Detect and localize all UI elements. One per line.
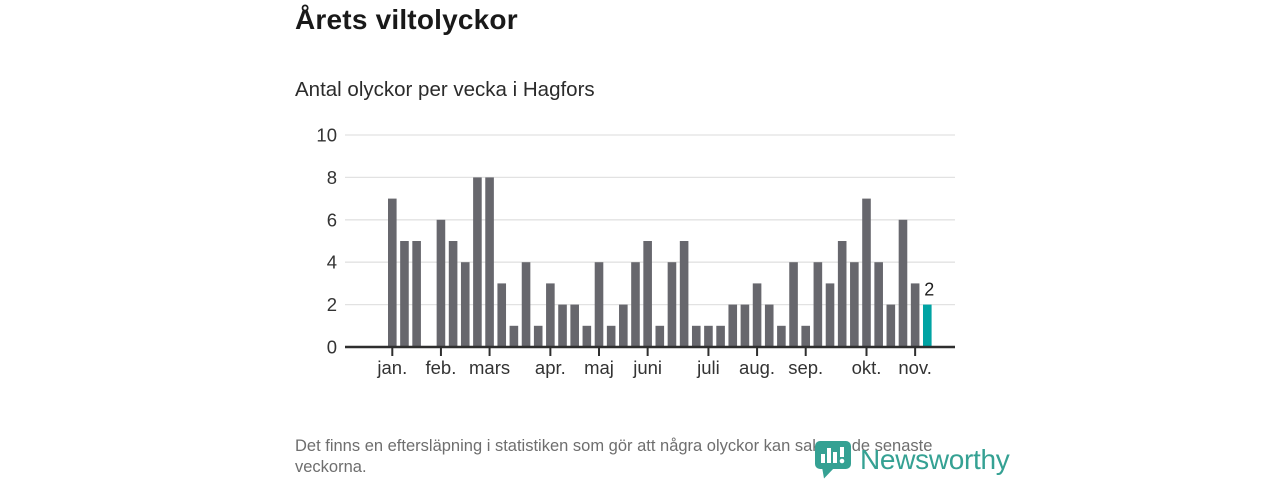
bar-week-9-value-8	[485, 177, 494, 347]
x-axis-label-juli: juli	[696, 357, 720, 378]
bar-week-35-value-1	[801, 325, 811, 347]
bar-week-25-value-5	[679, 241, 689, 347]
bar-week-24-value-4	[667, 262, 677, 347]
x-axis-label-nov.: nov.	[898, 357, 932, 378]
bar-week-36-value-4	[813, 262, 823, 347]
x-axis-label-feb.: feb.	[426, 357, 457, 378]
bar-week-2-value-5	[400, 241, 409, 347]
x-axis-label-sep.: sep.	[788, 357, 823, 378]
chart-title: Årets viltolyckor	[295, 4, 518, 35]
bar-week-13-value-1	[533, 325, 543, 347]
x-axis-label-okt.: okt.	[852, 357, 882, 378]
bar-week-3-value-5	[412, 241, 421, 347]
bar-week-37-value-3	[825, 283, 835, 347]
bar-week-6-value-5	[448, 241, 458, 347]
bar-week-5-value-6	[436, 219, 446, 347]
y-axis-label-4: 4	[327, 252, 337, 273]
bar-week-30-value-2	[740, 304, 750, 347]
bar-week-26-value-1	[691, 325, 701, 347]
bar-week-7-value-4	[460, 262, 470, 347]
bar-week-11-value-1	[509, 325, 519, 347]
bar-week-27-value-1	[704, 325, 713, 347]
bar-week-20-value-2	[619, 304, 628, 347]
bar-week-44-value-3	[910, 283, 920, 347]
bar-week-34-value-4	[789, 262, 798, 347]
y-axis-label-6: 6	[327, 209, 337, 230]
y-axis-label-2: 2	[327, 294, 337, 315]
bar-week-23-value-1	[655, 325, 665, 347]
newsworthy-logo: Newsworthy	[814, 440, 1010, 479]
bar-week-29-value-2	[728, 304, 738, 347]
bar-week-43-value-6	[898, 219, 908, 347]
x-axis-label-aug.: aug.	[739, 357, 775, 378]
newsworthy-bubble-icon	[815, 441, 851, 479]
bar-week-42-value-2	[886, 304, 896, 347]
icon-bar-short	[821, 454, 825, 463]
chart-subtitle: Antal olyckor per vecka i Hagfors	[295, 78, 595, 101]
bar-week-16-value-2	[570, 304, 579, 347]
y-axis-label-8: 8	[327, 167, 337, 188]
bar-week-14-value-3	[546, 283, 555, 347]
bar-week-39-value-4	[850, 262, 859, 347]
bar-week-33-value-1	[777, 325, 786, 347]
x-axis-label-maj: maj	[584, 357, 614, 378]
x-axis-label-mars: mars	[469, 357, 510, 378]
y-axis-label-0: 0	[327, 337, 337, 358]
bar-week-32-value-2	[764, 304, 774, 347]
bar-week-45-value-2	[922, 304, 932, 347]
footnote: Det finns en eftersläpning i statistiken…	[295, 437, 933, 477]
newsworthy-wordmark: Newsworthy	[860, 443, 1010, 475]
bar-week-8-value-8	[473, 177, 482, 347]
x-axis-label-apr.: apr.	[535, 357, 566, 378]
bar-week-38-value-5	[837, 241, 847, 347]
bar-week-18-value-4	[594, 262, 604, 347]
bar-week-1-value-7	[388, 198, 397, 347]
y-axis-label-10: 10	[316, 125, 337, 146]
weekly-accidents-bar-chart: 0 2 4 6 8 10 jan. feb. mars apr. maj juni juli aug. se…	[316, 125, 955, 378]
bar-week-21-value-4	[631, 262, 640, 347]
bar-week-10-value-3	[497, 283, 507, 347]
bar-week-41-value-4	[874, 262, 883, 347]
icon-bar-mid	[833, 452, 837, 463]
icon-exclamation-stem	[840, 447, 844, 457]
x-axis-label-jan.: jan.	[376, 357, 407, 378]
highlight-value-label: 2	[924, 280, 934, 300]
bar-week-28-value-1	[716, 325, 725, 347]
bar-week-15-value-2	[558, 304, 567, 347]
icon-bar-tall	[827, 448, 831, 463]
x-axis-label-juni: juni	[632, 357, 662, 378]
bar-week-19-value-1	[606, 325, 616, 347]
bar-week-31-value-3	[752, 283, 762, 347]
bar-week-22-value-5	[643, 241, 652, 347]
bar-week-17-value-1	[582, 325, 592, 347]
icon-exclamation-dot	[839, 458, 845, 464]
bar-week-12-value-4	[521, 262, 531, 347]
bar-week-40-value-7	[862, 198, 871, 347]
